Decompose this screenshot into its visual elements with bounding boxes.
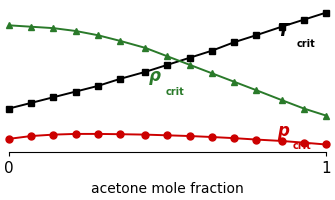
Text: crit: crit: [293, 141, 312, 151]
Text: $\bfit{T}$: $\bfit{T}$: [277, 22, 291, 40]
Text: $\bfit{\rho}$: $\bfit{\rho}$: [148, 69, 162, 87]
Text: crit: crit: [166, 87, 185, 97]
X-axis label: acetone mole fraction: acetone mole fraction: [91, 182, 244, 196]
Text: $\bfit{p}$: $\bfit{p}$: [277, 124, 290, 142]
Text: crit: crit: [296, 39, 315, 49]
